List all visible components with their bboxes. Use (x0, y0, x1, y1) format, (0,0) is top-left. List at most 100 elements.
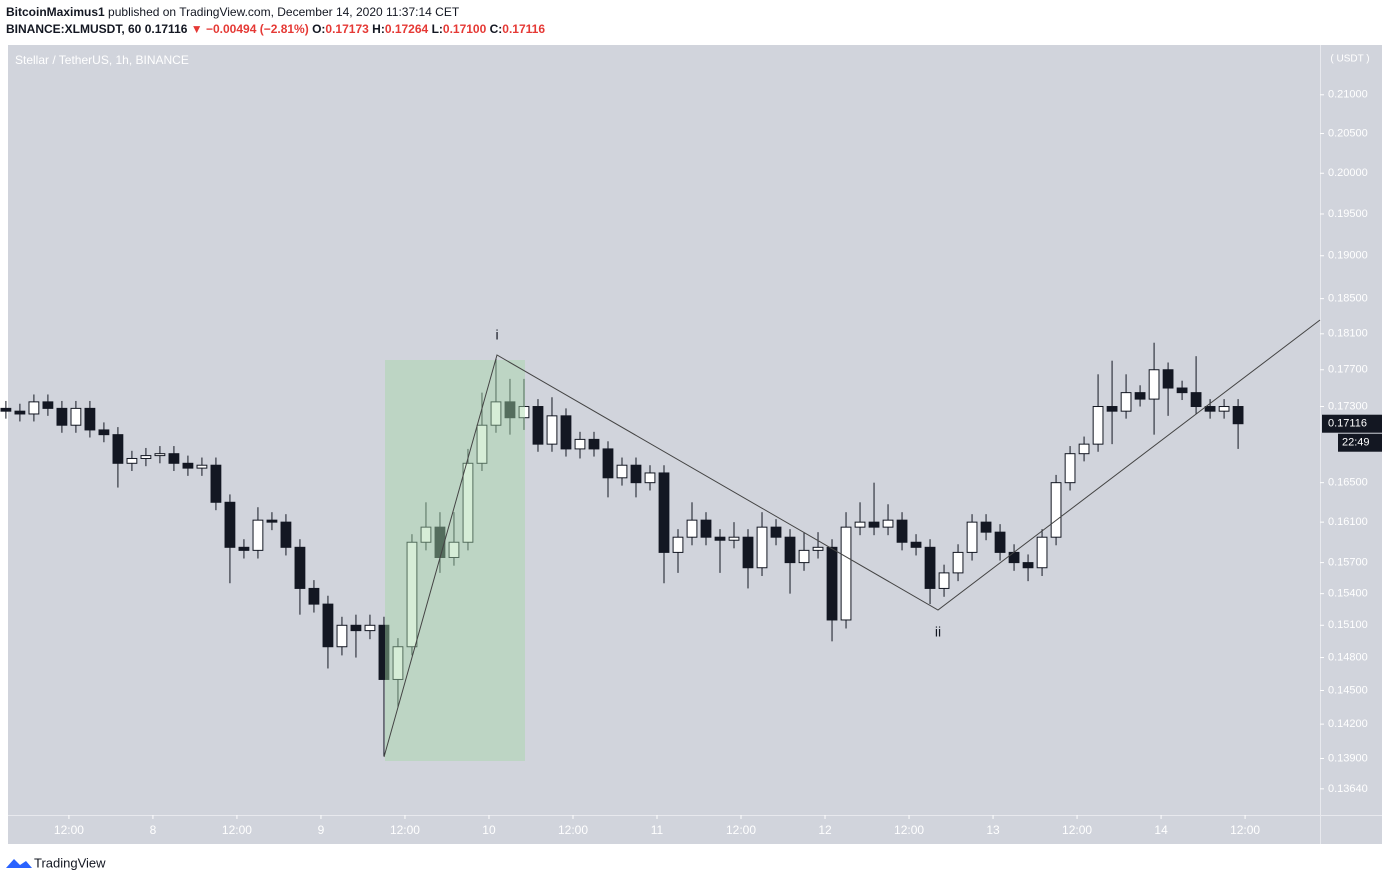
x-tick-label: 12 (818, 823, 832, 837)
ohlc-key: O: (312, 22, 326, 36)
countdown-label: 22:49 (1342, 437, 1370, 449)
candle-body (994, 531, 1006, 553)
candle-body (1134, 392, 1146, 400)
candle-body (910, 541, 922, 548)
y-unit: ( USDT ) (1330, 54, 1369, 65)
chart-title: Stellar / TetherUS, 1h, BINANCE (15, 53, 189, 67)
candle-body (518, 406, 530, 419)
candle-body (868, 521, 880, 528)
y-tick-label: 0.20500 (1328, 127, 1368, 139)
candle-body (420, 526, 432, 543)
candle-body (126, 457, 138, 464)
candle-body (98, 429, 110, 436)
y-tick-label: 0.14500 (1328, 684, 1368, 696)
candle-body (1036, 536, 1048, 569)
candle-body (1232, 406, 1244, 425)
candle-body (672, 536, 684, 553)
candle-body (266, 519, 278, 523)
candle-body (686, 519, 698, 538)
candle-body (882, 519, 894, 528)
candle-body (658, 472, 670, 553)
brand: TradingView (34, 855, 106, 870)
x-tick-label: 12:00 (558, 823, 588, 837)
ohlc-value: 0.17100 (442, 22, 487, 36)
x-tick-label: 10 (482, 823, 496, 837)
candle-body (280, 521, 292, 548)
y-tick-label: 0.20000 (1328, 167, 1368, 179)
candle-body (56, 407, 68, 426)
x-tick-label: 13 (986, 823, 1000, 837)
countdown-tag (1338, 433, 1382, 452)
candle-body (14, 410, 26, 415)
y-tick-label: 0.14800 (1328, 651, 1368, 663)
chart-background (8, 45, 1382, 844)
candle-body (238, 546, 250, 551)
candle-body (448, 541, 460, 558)
candle-body (952, 551, 964, 574)
x-tick-label: 12:00 (1062, 823, 1092, 837)
last-price-label: 0.17116 (1328, 418, 1367, 430)
candle-body (742, 536, 754, 569)
candle-body (196, 464, 208, 469)
candle-body (602, 448, 614, 479)
x-tick-label: 12:00 (222, 823, 252, 837)
candle-body (182, 462, 194, 469)
candle-body (1176, 387, 1188, 394)
x-tick-label: 9 (318, 823, 325, 837)
y-tick-label: 0.16100 (1328, 516, 1368, 528)
x-tick-label: 12:00 (1230, 823, 1260, 837)
candle-body (378, 624, 390, 680)
candle-body (854, 521, 866, 528)
candle-body (140, 455, 152, 459)
ohlc-key: C: (489, 22, 503, 36)
candle-body (112, 434, 124, 464)
ohlc-value: 0.17173 (325, 22, 369, 36)
header-line-2: BINANCE:XLMUSDT, 60 0.17116 ▼ −0.00494 (… (6, 21, 545, 38)
ohlc-value: 0.17116 (502, 22, 546, 36)
candle-body (1092, 406, 1104, 445)
y-tick-label: 0.13640 (1328, 783, 1368, 795)
candle-body (350, 624, 362, 632)
candle-body (1064, 453, 1076, 484)
candle-body (630, 464, 642, 484)
candle-body (1218, 406, 1230, 412)
logo (6, 859, 32, 868)
ohlc-value: 0.17264 (384, 22, 429, 36)
candle-body (392, 646, 404, 680)
candle-body (784, 536, 796, 564)
candle-body (294, 546, 306, 589)
x-tick-label: 11 (651, 823, 664, 837)
candle-body (938, 572, 950, 589)
ohlc-key: L: (431, 22, 443, 36)
y-tick-label: 0.15400 (1328, 588, 1368, 600)
candle-body (700, 519, 712, 538)
candle-body (1008, 551, 1020, 564)
candle-body (980, 521, 992, 533)
x-tick-label: 12:00 (726, 823, 756, 837)
candle-body (224, 501, 236, 548)
wave-label: ii (935, 624, 941, 640)
x-tick-label: 12:00 (894, 823, 924, 837)
candle-body (322, 603, 334, 648)
x-tick-label: 12:00 (54, 823, 84, 837)
y-tick-label: 0.19000 (1328, 250, 1368, 262)
published: published on TradingView.com, December 1… (108, 5, 460, 19)
candle-body (462, 462, 474, 543)
y-tick-label: 0.13900 (1328, 752, 1368, 764)
candle-body (308, 587, 320, 605)
candle-body (1078, 443, 1090, 455)
candle-body (504, 401, 516, 419)
wave-line (383, 319, 1321, 758)
y-tick-label: 0.15700 (1328, 557, 1368, 569)
candle-body (770, 526, 782, 538)
change: ▼ −0.00494 (−2.81%) (190, 22, 309, 36)
candle-body (1106, 406, 1118, 412)
candle-body (798, 549, 810, 564)
candle-body (210, 464, 222, 503)
x-tick-label: 14 (1154, 823, 1168, 837)
candle-body (490, 401, 502, 426)
candle-body (728, 536, 740, 541)
plot (0, 342, 1244, 757)
